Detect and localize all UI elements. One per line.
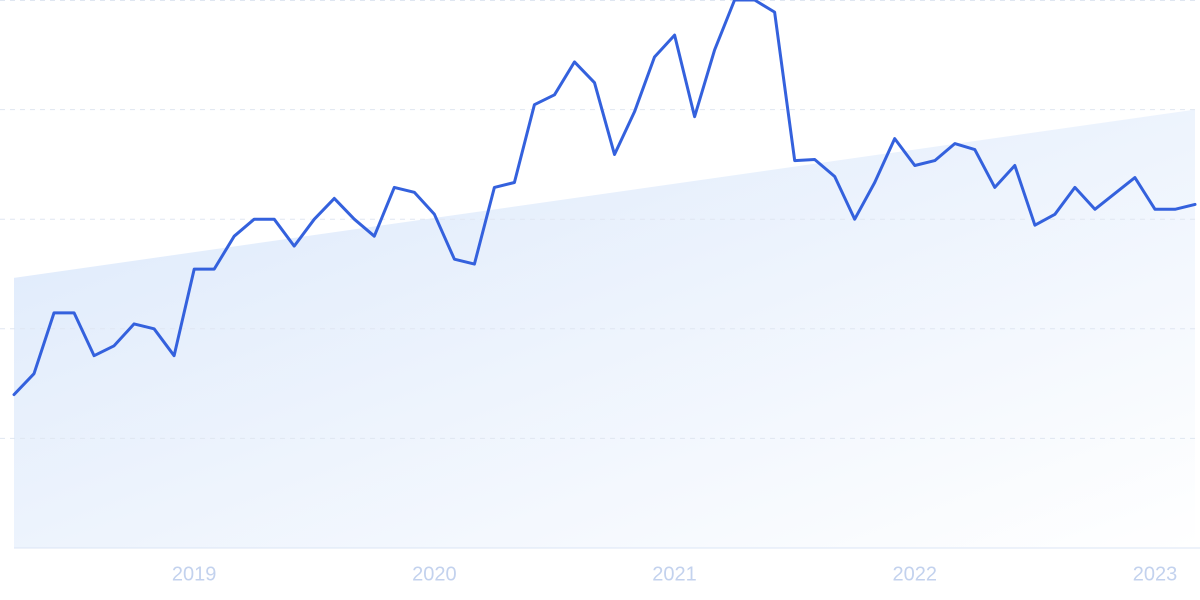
x-tick-label: 2022: [893, 563, 938, 585]
x-tick-label: 2020: [412, 563, 457, 585]
x-tick-label: 2021: [652, 563, 697, 585]
line: [12, 0, 1197, 397]
x-tick-label: 2019: [172, 563, 217, 585]
x-tick-label: 2023: [1133, 563, 1178, 585]
